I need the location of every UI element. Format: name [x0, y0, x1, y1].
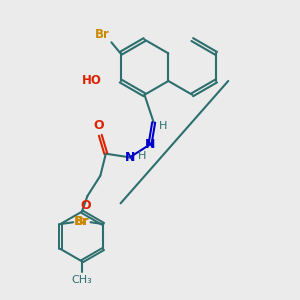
Text: H: H	[159, 121, 168, 131]
Text: O: O	[93, 118, 104, 132]
Text: CH₃: CH₃	[71, 275, 92, 285]
Text: H: H	[138, 151, 146, 160]
Text: Br: Br	[95, 28, 110, 40]
Text: Br: Br	[75, 214, 90, 228]
Text: N: N	[145, 138, 155, 151]
Text: Br: Br	[74, 214, 89, 228]
Text: HO: HO	[82, 74, 102, 88]
Text: N: N	[124, 151, 135, 164]
Text: O: O	[80, 199, 91, 212]
